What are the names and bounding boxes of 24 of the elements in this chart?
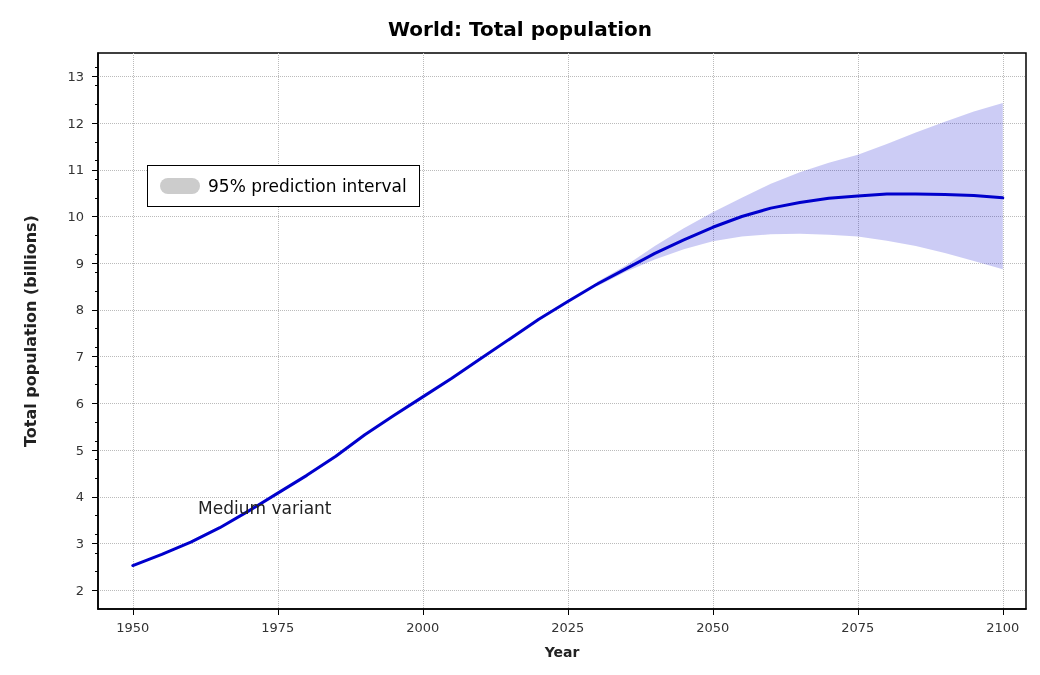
y-tick-label: 11 — [67, 162, 84, 178]
chart-title: World: Total population — [387, 17, 653, 41]
x-tick-label: 1975 — [261, 620, 295, 635]
legend-title: 95% prediction interval — [208, 176, 407, 196]
x-tick-label: 2050 — [696, 620, 730, 635]
interval-key: 95% prediction interval — [147, 165, 420, 207]
x-tick-label: 2100 — [986, 620, 1020, 635]
y-tick-label: 5 — [75, 442, 84, 458]
x-tick-label: 2000 — [406, 620, 440, 635]
y-tick-label: 3 — [75, 536, 84, 552]
y-tick-label: 4 — [75, 489, 84, 505]
y-axis-title: Total population (billions) — [20, 215, 40, 447]
y-tick-label: 7 — [75, 349, 84, 365]
y-tick-label: 10 — [67, 209, 84, 225]
x-axis-title: Year — [543, 644, 580, 660]
x-tick-label: 1950 — [116, 620, 150, 635]
y-tick-label: 6 — [75, 395, 84, 411]
y-tick-label: 2 — [75, 582, 84, 598]
y-tick-label: 9 — [75, 255, 84, 271]
y-tick-label: 8 — [75, 302, 84, 318]
x-tick-label: 2025 — [551, 620, 585, 635]
y-tick-label: 12 — [67, 115, 84, 131]
y-tick-label: 13 — [67, 68, 84, 84]
x-tick-label: 2075 — [841, 620, 875, 635]
